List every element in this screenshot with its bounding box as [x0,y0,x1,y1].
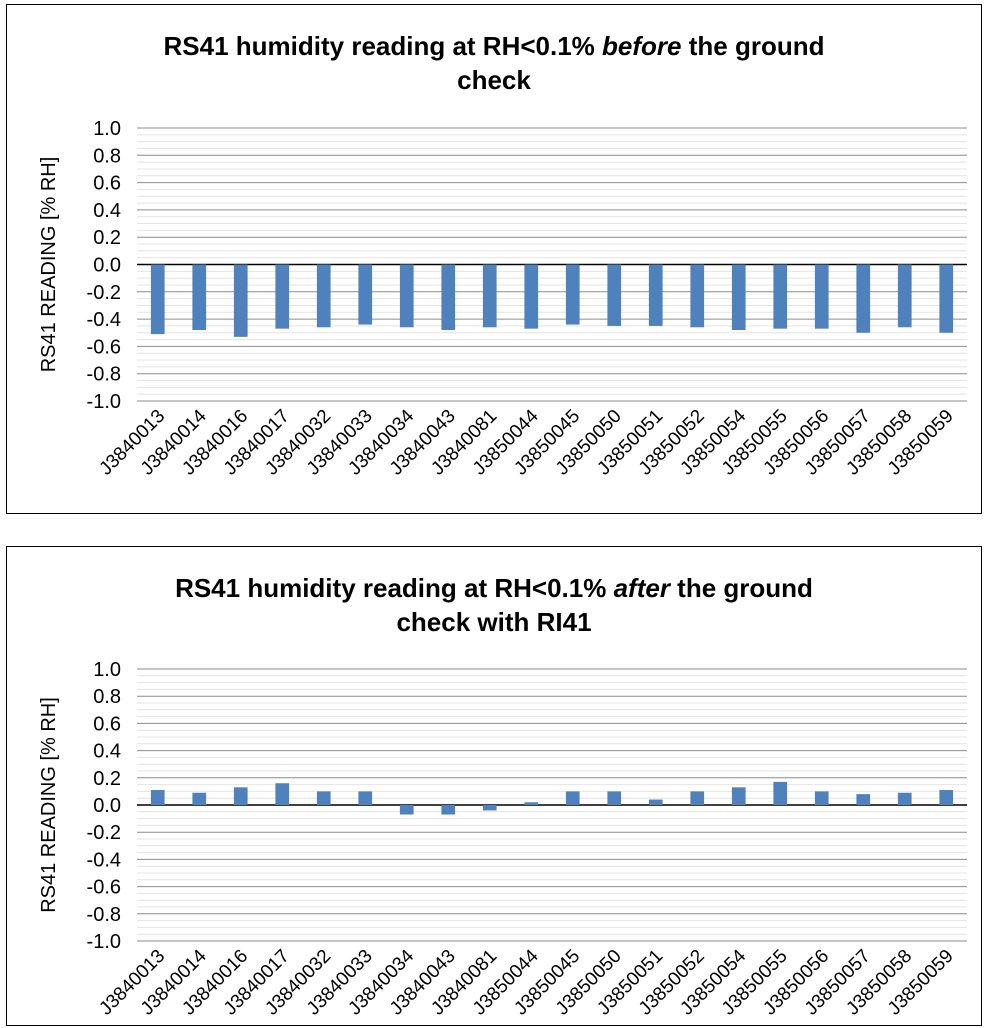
bar-J3840013 [150,264,165,335]
bar-J3840013 [150,790,165,805]
y-tick-label: -1.0 [87,391,121,413]
bar-J3850059 [939,264,954,333]
bar-J3840043 [441,264,456,331]
bar-J3840017 [275,264,290,329]
bar-J3850044 [524,802,539,805]
bar-J3850054 [731,264,746,331]
bar-J3840014 [192,792,207,805]
y-tick-label: -0.8 [87,904,121,926]
y-axis-label: RS41 READING [% RH] [38,157,60,373]
y-tick-label: -0.4 [87,849,121,871]
bar-J3850056 [814,264,829,329]
y-tick-label: 0.6 [93,173,121,195]
y-tick-label: 1.0 [93,118,121,140]
bar-J3840043 [441,805,456,815]
bar-J3850054 [731,787,746,805]
chart-title-part2: the ground [681,31,825,61]
bar-J3850050 [607,791,622,805]
chart-title-part1: RS41 humidity reading at RH<0.1% [163,31,603,61]
y-tick-label: 0.8 [93,145,121,167]
bar-J3840081 [482,805,497,811]
bar-J3840081 [482,264,497,328]
bar-J3840016 [233,264,248,337]
bar-J3840032 [316,264,331,328]
chart-title: RS41 humidity reading at RH<0.1% before … [7,29,981,97]
y-tick-label: 0.2 [93,227,121,249]
bar-J3850052 [690,264,705,328]
bar-J3850057 [856,794,871,805]
y-tick-label: -0.8 [87,364,121,386]
y-tick-label: 0.8 [93,686,121,708]
bar-J3840033 [358,791,373,805]
chart-title-line2: check with RI41 [396,607,592,637]
bar-J3850052 [690,791,705,805]
chart-title-emphasis: after [613,573,670,603]
chart-title-part2: the ground [669,573,813,603]
chart-title: RS41 humidity reading at RH<0.1% after t… [7,571,981,639]
bar-J3850055 [773,264,788,329]
bar-J3840032 [316,791,331,805]
y-tick-label: 0.0 [93,255,121,277]
y-tick-label: 0.6 [93,713,121,735]
bar-J3840033 [358,264,373,325]
chart-title-emphasis: before [602,31,682,61]
y-tick-label: -0.6 [87,336,121,358]
bar-J3850056 [814,791,829,805]
bar-J3850058 [897,264,912,328]
y-tick-label: 0.0 [93,795,121,817]
chart-title-line2: check [457,65,531,95]
bar-J3850051 [648,264,663,326]
bar-J3850045 [565,264,580,325]
bar-J3850057 [856,264,871,333]
bar-J3850051 [648,799,663,805]
y-tick-label: 0.4 [93,741,121,763]
bar-J3840016 [233,787,248,805]
minor-gridlines [137,134,967,395]
bar-J3840034 [399,264,414,328]
chart-title-part1: RS41 humidity reading at RH<0.1% [175,573,614,603]
bar-chart-after: 1.0 0.8 0.6 0.4 0.2 0.0 -0.2 -0.4 -0.6 -0.8 -1.0 RS… [38,659,967,1020]
y-tick-label: -0.2 [87,282,121,304]
bar-J3850044 [524,264,539,329]
bar-J3850059 [939,790,954,805]
minor-gridlines [137,675,967,935]
y-tick-label: 0.2 [93,768,121,790]
y-tick-label: -1.0 [87,931,121,953]
y-tick-label: 1.0 [93,659,121,681]
y-tick-label: -0.4 [87,309,121,331]
bar-J3850058 [897,792,912,805]
chart-panel-after: RS41 humidity reading at RH<0.1% after t… [6,546,982,1026]
bar-J3840014 [192,264,207,331]
bar-J3840017 [275,783,290,805]
y-axis-label: RS41 READING [% RH] [38,697,60,913]
y-tick-label: -0.2 [87,822,121,844]
y-tick-label: -0.6 [87,877,121,899]
chart-panel-before: RS41 humidity reading at RH<0.1% before … [6,4,982,514]
bar-chart-before: 1.0 0.8 0.6 0.4 0.2 0.0 -0.2 -0.4 -0.6 -0.8 -1.0 RS… [38,118,967,480]
y-tick-label: 0.4 [93,200,121,222]
bar-J3850050 [607,264,622,326]
bar-J3840034 [399,805,414,815]
bar-J3850045 [565,791,580,805]
bar-J3850055 [773,781,788,805]
